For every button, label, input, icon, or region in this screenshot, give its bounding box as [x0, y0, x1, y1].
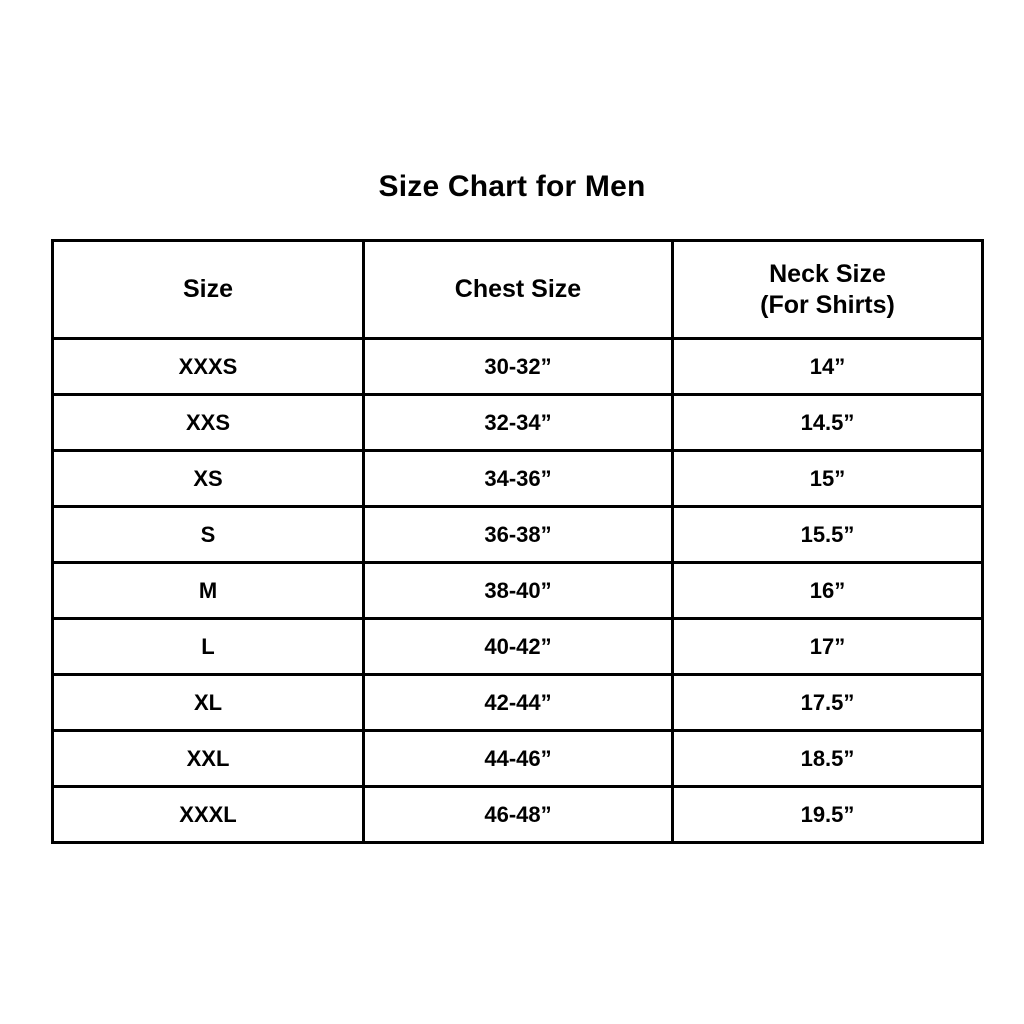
cell-chest-size: 44-46”: [362, 729, 674, 788]
cell-chest-size: 34-36”: [362, 449, 674, 508]
cell-size: M: [51, 561, 365, 620]
cell-neck-size: 19.5”: [671, 785, 984, 844]
cell-chest-size: 40-42”: [362, 617, 674, 676]
cell-size: XXS: [51, 393, 365, 452]
table-body: XXXS 30-32” 14” XXS 32-34” 14.5” XS 34-36” 15” S 3…: [51, 337, 984, 844]
column-header-neck-size-main: Neck Size: [769, 260, 886, 288]
cell-neck-size: 17.5”: [671, 673, 984, 732]
cell-size: XL: [51, 673, 365, 732]
column-header-size: Size: [51, 239, 365, 340]
cell-size: L: [51, 617, 365, 676]
cell-chest-size: 32-34”: [362, 393, 674, 452]
table-row: L 40-42” 17”: [51, 617, 984, 676]
cell-neck-size: 18.5”: [671, 729, 984, 788]
cell-neck-size: 14”: [671, 337, 984, 396]
table-row: XXXL 46-48” 19.5”: [51, 785, 984, 844]
cell-size: XXXL: [51, 785, 365, 844]
cell-size: XXXS: [51, 337, 365, 396]
cell-neck-size: 17”: [671, 617, 984, 676]
table-row: XXL 44-46” 18.5”: [51, 729, 984, 788]
cell-size: XS: [51, 449, 365, 508]
cell-chest-size: 46-48”: [362, 785, 674, 844]
cell-chest-size: 38-40”: [362, 561, 674, 620]
table-row: XXXS 30-32” 14”: [51, 337, 984, 396]
table-row: XS 34-36” 15”: [51, 449, 984, 508]
table-row: XXS 32-34” 14.5”: [51, 393, 984, 452]
table-header-row: Size Chest Size Neck Size (For Shirts): [51, 239, 984, 340]
cell-neck-size: 16”: [671, 561, 984, 620]
cell-chest-size: 42-44”: [362, 673, 674, 732]
page-title: Size Chart for Men: [378, 170, 646, 203]
column-header-chest-size: Chest Size: [362, 239, 674, 340]
table-row: M 38-40” 16”: [51, 561, 984, 620]
table-row: S 36-38” 15.5”: [51, 505, 984, 564]
cell-neck-size: 14.5”: [671, 393, 984, 452]
cell-size: S: [51, 505, 365, 564]
cell-size: XXL: [51, 729, 365, 788]
table-header: Size Chest Size Neck Size (For Shirts): [51, 239, 984, 340]
cell-neck-size: 15.5”: [671, 505, 984, 564]
table-row: XL 42-44” 17.5”: [51, 673, 984, 732]
column-header-neck-size: Neck Size (For Shirts): [671, 239, 984, 340]
cell-chest-size: 36-38”: [362, 505, 674, 564]
size-chart-table: Size Chest Size Neck Size (For Shirts) X…: [51, 239, 984, 844]
cell-neck-size: 15”: [671, 449, 984, 508]
cell-chest-size: 30-32”: [362, 337, 674, 396]
column-header-neck-size-note: (For Shirts): [760, 290, 895, 319]
